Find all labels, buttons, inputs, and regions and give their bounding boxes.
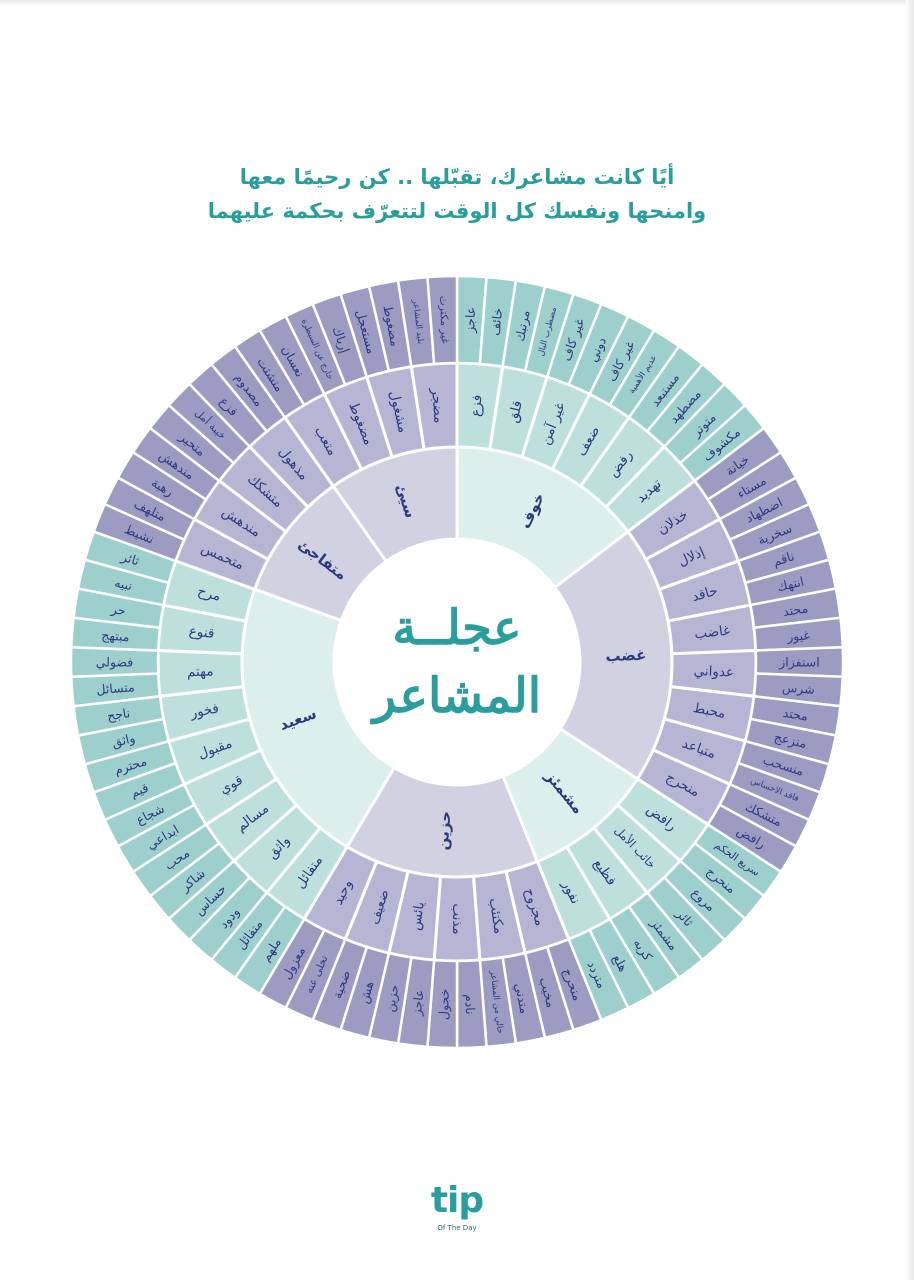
logo-text: tip (430, 1180, 484, 1221)
outer-emotion-label: حر (109, 601, 127, 619)
outer-emotion-label: هلع (610, 952, 631, 974)
middle-emotion-label: حاقد (690, 583, 719, 605)
tip-logo: tip Of The Day (417, 1180, 497, 1233)
middle-emotion-label: قنوع (188, 623, 215, 642)
middle-emotion-label: فزع (468, 394, 486, 417)
outer-emotion-label: مبتهج (101, 627, 130, 645)
outer-emotion-label: متدني (512, 982, 533, 1015)
outer-emotion-label: فضولي (96, 655, 134, 671)
middle-emotion-label: غاضب (694, 623, 732, 643)
outer-emotion-label: ناجح (106, 705, 131, 723)
middle-emotion-label: مكتئب (486, 897, 507, 935)
headline: أيًا كانت مشاعرك، تقبّلها .. كن رحيمًا م… (0, 160, 914, 228)
page-right-edge (906, 0, 914, 1280)
middle-emotion-label: عدواني (693, 663, 734, 681)
outer-emotion-label: هش (356, 979, 377, 1005)
middle-emotion-label: مرح (196, 583, 223, 605)
middle-emotion-label: يائس (408, 900, 428, 931)
headline-line-2: وامنحها ونفسك كل الوقت لتتعرّف بحكمة علي… (207, 199, 707, 223)
outer-emotion-label: خجول (436, 988, 453, 1020)
outer-emotion-label: حزين (382, 983, 403, 1013)
outer-emotion-segment[interactable] (426, 274, 459, 366)
outer-emotion-label: خائف (487, 307, 505, 337)
outer-emotion-label: ثائر (119, 549, 142, 570)
outer-emotion-label: محتد (782, 600, 809, 619)
outer-emotion-label: غير مكترث (437, 296, 451, 345)
center-circle (334, 539, 580, 785)
outer-emotion-label: عاجز (409, 989, 428, 1018)
outer-emotion-label: متسائل (96, 679, 135, 697)
outer-emotion-label: محتد (782, 705, 809, 724)
outer-emotion-label: شرس (782, 679, 816, 697)
outer-emotion-label: غيور (786, 627, 811, 645)
middle-emotion-label: قلق (505, 399, 526, 424)
middle-emotion-label: مضجر (428, 387, 447, 424)
middle-emotion-label: مهتم (187, 663, 214, 680)
middle-emotion-label: محبط (692, 700, 727, 722)
center-title-line-2: المشاعر (370, 668, 541, 725)
middle-emotion-label: مذنب (449, 903, 465, 934)
middle-emotion-label: فخور (188, 700, 220, 721)
headline-line-1: أيًا كانت مشاعرك، تقبّلها .. كن رحيمًا م… (239, 165, 675, 189)
outer-emotion-label: نبيه (113, 575, 134, 594)
logo-subtext: Of The Day (437, 1224, 477, 1232)
outer-emotion-label: مرتبك (512, 309, 534, 343)
outer-emotion-label: واثق (110, 730, 136, 751)
outer-emotion-label: نادم (462, 994, 478, 1015)
outer-emotion-label: استفزاز (778, 655, 819, 671)
outer-emotion-label: عاجز (462, 307, 479, 334)
core-emotion-label: غضب (605, 646, 647, 666)
center-title-line-1: عجلــة (392, 600, 521, 656)
outer-emotion-label: انتهك (776, 574, 806, 596)
core-emotion-label: حزين (434, 810, 455, 851)
page-top-edge (0, 0, 914, 6)
